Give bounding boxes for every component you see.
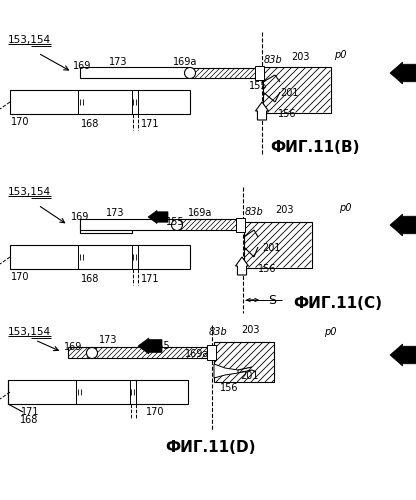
Text: 156: 156	[278, 109, 297, 119]
Text: 169: 169	[64, 342, 82, 352]
Text: 171: 171	[141, 274, 159, 284]
Bar	[263, 67, 331, 113]
Text: 170: 170	[146, 407, 164, 417]
Polygon shape	[214, 364, 238, 378]
Circle shape	[185, 68, 196, 78]
Text: 173: 173	[99, 335, 117, 345]
Text: 83b: 83b	[245, 207, 263, 217]
Text: 168: 168	[81, 274, 99, 284]
Text: 83b: 83b	[209, 327, 228, 337]
Polygon shape	[390, 214, 416, 236]
Text: 156: 156	[258, 264, 277, 274]
Text: ФИГ.11(C): ФИГ.11(C)	[294, 296, 382, 310]
Text: S: S	[268, 294, 276, 306]
Bar	[68, 347, 210, 358]
Text: 203: 203	[292, 52, 310, 62]
Bar	[80, 222, 132, 233]
Text: 155: 155	[152, 341, 170, 351]
Text: 156: 156	[220, 383, 238, 393]
Bar	[236, 218, 245, 232]
Bar	[10, 90, 190, 114]
Text: 169: 169	[73, 61, 91, 71]
Text: 83b: 83b	[264, 55, 282, 65]
Text: 170: 170	[11, 272, 29, 282]
Text: 203: 203	[241, 325, 259, 335]
Text: 170: 170	[11, 117, 29, 127]
Bar	[244, 222, 312, 268]
Text: 168: 168	[81, 119, 99, 129]
Polygon shape	[235, 257, 248, 275]
Bar	[255, 66, 264, 80]
Text: 169: 169	[71, 212, 89, 222]
Text: 168: 168	[20, 415, 38, 425]
Text: 153,154: 153,154	[8, 187, 51, 197]
Text: 173: 173	[106, 208, 124, 218]
Text: 155: 155	[249, 81, 267, 91]
Text: 203: 203	[276, 205, 294, 215]
Text: 169a: 169a	[185, 349, 209, 359]
Polygon shape	[390, 62, 416, 84]
Polygon shape	[138, 338, 162, 354]
Text: ФИГ.11(D): ФИГ.11(D)	[165, 440, 255, 456]
Text: p0: p0	[334, 50, 346, 60]
Text: 201: 201	[240, 371, 258, 381]
Text: ФИГ.11(B): ФИГ.11(B)	[270, 140, 360, 156]
Text: 201: 201	[280, 88, 299, 98]
Bar	[177, 219, 240, 230]
Polygon shape	[390, 344, 416, 366]
Text: 173: 173	[109, 57, 127, 67]
Circle shape	[87, 348, 97, 358]
Bar	[10, 245, 190, 269]
Bar	[214, 342, 274, 382]
Polygon shape	[255, 102, 268, 120]
Polygon shape	[148, 210, 168, 224]
Text: 153,154: 153,154	[8, 327, 51, 337]
Text: p0: p0	[324, 327, 336, 337]
Bar	[190, 68, 258, 78]
Bar	[8, 380, 188, 404]
Text: 169a: 169a	[188, 208, 212, 218]
Text: 153,154: 153,154	[8, 35, 51, 45]
Text: 155: 155	[166, 217, 184, 227]
Bar	[207, 345, 216, 360]
Bar	[80, 67, 188, 78]
Bar	[80, 219, 175, 230]
Text: 169a: 169a	[173, 57, 197, 67]
Circle shape	[171, 220, 183, 230]
Text: 201: 201	[262, 243, 280, 253]
Text: 171: 171	[21, 407, 39, 417]
Text: 171: 171	[141, 119, 159, 129]
Text: p0: p0	[339, 203, 351, 213]
